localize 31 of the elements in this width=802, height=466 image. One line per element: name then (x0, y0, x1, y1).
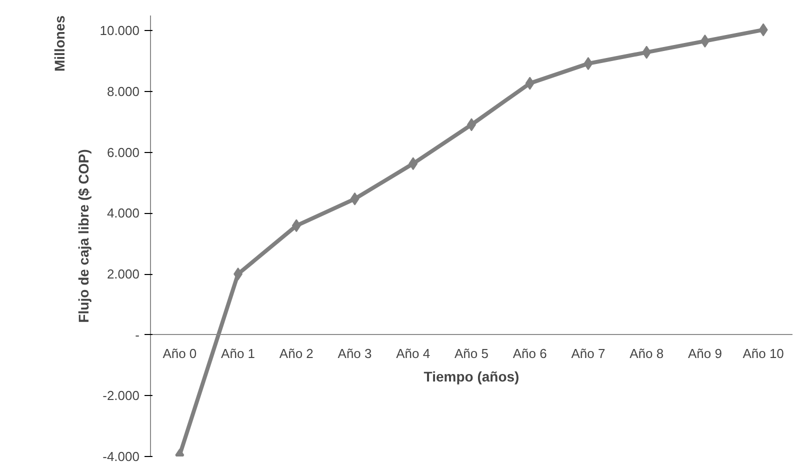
y-tick-label: 8.000 (106, 84, 140, 100)
x-tick-label: Año 4 (396, 346, 430, 361)
x-tick-label: Año 2 (279, 346, 314, 361)
point (700, 34, 710, 48)
x-tick-label: Año 0 (162, 346, 197, 361)
y-axis-title: Flujo de caja libre ($ COP) (76, 149, 92, 323)
y-tick-label: 2.000 (106, 266, 140, 282)
point (292, 219, 301, 232)
y-tick-label: -4.000 (102, 449, 140, 464)
point (642, 46, 652, 59)
x-axis-title: Tiempo (años) (424, 368, 520, 384)
x-tick-label: Año 5 (454, 346, 488, 361)
y-tick-label: 10.000 (100, 23, 140, 38)
x-tick-label: Año 6 (512, 346, 547, 361)
text: Millones (52, 15, 68, 72)
point (234, 268, 243, 281)
point (350, 192, 360, 206)
x-tick-label: Año 9 (688, 346, 722, 361)
point (525, 76, 534, 90)
y-tick-label: - (135, 327, 140, 342)
x-tick-label: Año 7 (571, 346, 606, 361)
x-tick-label: Año 3 (338, 346, 372, 361)
y-tick-label: -2.000 (102, 388, 140, 404)
y-tick-label: 4.000 (106, 206, 140, 221)
y-tick-label: 6.000 (106, 144, 140, 160)
x-tick-label: Año 10 (742, 346, 784, 361)
point (584, 57, 593, 70)
point (408, 157, 418, 170)
point (758, 23, 768, 36)
x-tick-label: Año 1 (221, 346, 256, 361)
x-tick-label: Año 8 (630, 346, 664, 361)
